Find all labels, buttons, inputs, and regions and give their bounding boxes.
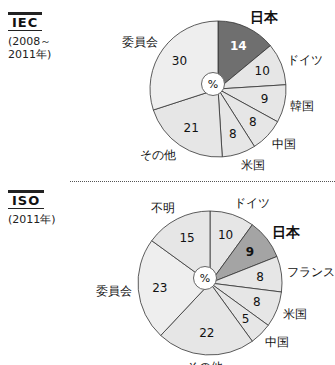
html-text:IEC: IEC — [12, 15, 39, 30]
svg-text:30: 30 — [172, 54, 187, 68]
svg-text:ドイツ: ドイツ — [287, 53, 323, 67]
svg-text:15: 15 — [179, 231, 194, 245]
svg-text:米国: 米国 — [283, 307, 307, 321]
svg-text:ドイツ: ドイツ — [234, 196, 270, 210]
svg-text:米国: 米国 — [241, 158, 265, 172]
svg-text:10: 10 — [255, 64, 270, 78]
html-text:(2008～: (2008～ — [8, 35, 52, 48]
svg-text:その他: その他 — [187, 360, 223, 365]
svg-text:8: 8 — [253, 295, 261, 309]
svg-text:日本: 日本 — [272, 224, 301, 240]
svg-text:不明: 不明 — [151, 201, 175, 215]
svg-text:21: 21 — [184, 121, 199, 135]
svg-text:フランス: フランス — [287, 265, 327, 279]
svg-text:5: 5 — [242, 312, 250, 326]
svg-text:委員会: 委員会 — [122, 35, 158, 49]
svg-text:8: 8 — [256, 270, 264, 284]
svg-text:23: 23 — [152, 281, 167, 295]
svg-text:9: 9 — [261, 92, 269, 106]
svg-text:その他: その他 — [140, 148, 176, 162]
svg-text:中国: 中国 — [272, 137, 296, 151]
html-text:2011年): 2011年) — [8, 48, 52, 61]
html-text:(2011年): (2011年) — [8, 213, 56, 226]
svg-text:9: 9 — [246, 245, 254, 259]
html-text:ISO: ISO — [12, 193, 41, 208]
svg-text:日本: 日本 — [250, 9, 279, 25]
svg-text:韓国: 韓国 — [290, 99, 314, 113]
svg-text:中国: 中国 — [265, 335, 289, 349]
svg-text:22: 22 — [199, 326, 214, 340]
svg-text:10: 10 — [218, 228, 233, 242]
svg-text:8: 8 — [249, 115, 257, 129]
svg-text:14: 14 — [230, 39, 247, 53]
svg-text:8: 8 — [229, 127, 237, 141]
svg-text:委員会: 委員会 — [96, 284, 132, 298]
